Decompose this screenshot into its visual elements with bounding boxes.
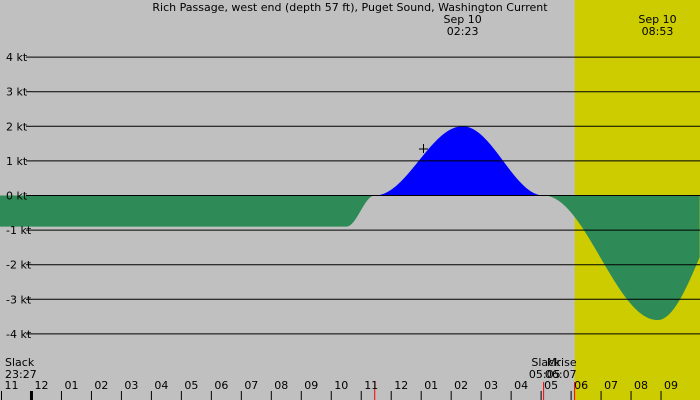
hour-tick-label-13: 12 — [394, 379, 408, 392]
hour-tick-label-1: 12 — [34, 379, 48, 392]
extremum-date-1: Sep 10 — [638, 13, 676, 26]
hour-tick-label-15: 02 — [454, 379, 468, 392]
ytick-label-0: 4 kt — [6, 51, 28, 64]
hour-tick-label-21: 08 — [634, 379, 648, 392]
hour-tick-label-18: 05 — [544, 379, 558, 392]
hour-tick-label-3: 02 — [94, 379, 108, 392]
hour-tick-label-2: 01 — [64, 379, 78, 392]
ytick-label-4: 0 kt — [6, 190, 28, 203]
ytick-label-7: -3 kt — [6, 293, 32, 306]
hour-tick-label-20: 07 — [604, 379, 618, 392]
hour-tick-label-8: 07 — [244, 379, 258, 392]
ytick-label-5: -1 kt — [6, 224, 32, 237]
ebb-area-2 — [543, 195, 700, 321]
hour-tick-label-14: 01 — [424, 379, 438, 392]
hour-tick-label-4: 03 — [124, 379, 138, 392]
event-label-0: Slack — [5, 356, 35, 369]
ytick-label-8: -4 kt — [6, 328, 32, 341]
hour-tick-label-11: 10 — [334, 379, 348, 392]
event-time-1: 05:05 — [529, 368, 561, 381]
hour-tick-label-6: 05 — [184, 379, 198, 392]
hour-tick-label-12: 11 — [364, 379, 378, 392]
hour-tick-label-16: 03 — [484, 379, 498, 392]
chart-title: Rich Passage, west end (depth 57 ft), Pu… — [152, 1, 548, 14]
event-label-2: Mrise — [547, 356, 577, 369]
event-time-0: 23:27 — [5, 368, 37, 381]
hour-tick-label-17: 04 — [514, 379, 528, 392]
ebb-area-0 — [0, 195, 375, 227]
hour-tick-label-10: 09 — [304, 379, 318, 392]
hour-tick-label-5: 04 — [154, 379, 168, 392]
hour-tick-label-0: 11 — [4, 379, 18, 392]
hour-tick-label-9: 08 — [274, 379, 288, 392]
extremum-date-0: Sep 10 — [444, 13, 482, 26]
ytick-label-6: -2 kt — [6, 259, 32, 272]
event-time-2: 06:07 — [545, 368, 577, 381]
extremum-time-1: 08:53 — [642, 25, 674, 38]
ytick-label-1: 3 kt — [6, 86, 28, 99]
hour-tick-label-22: 09 — [664, 379, 678, 392]
extremum-time-0: 02:23 — [447, 25, 479, 38]
ytick-label-3: 1 kt — [6, 155, 28, 168]
event-label-1: Slack — [531, 356, 561, 369]
hour-tick-label-7: 06 — [214, 379, 228, 392]
ytick-label-2: 2 kt — [6, 120, 28, 133]
hour-tick-label-19: 06 — [574, 379, 588, 392]
